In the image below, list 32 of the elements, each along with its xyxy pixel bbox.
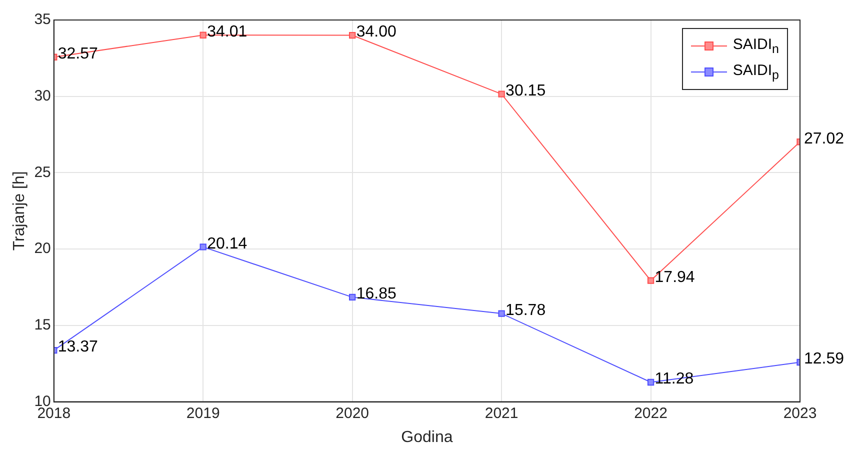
x-axis-title: Godina	[401, 428, 453, 446]
legend-label: SAIDI$_{p}$	[732, 62, 779, 82]
point	[349, 294, 356, 301]
data-label: 12.59	[804, 350, 844, 368]
x-tick-label: 2020	[336, 404, 370, 422]
data-label: 13.37	[58, 338, 98, 356]
x-tick-label: 2023	[783, 404, 817, 422]
y-tick-label: 30	[34, 88, 51, 104]
x-tick-label: 2019	[186, 404, 220, 422]
y-tick-label: 35	[34, 11, 51, 28]
point	[200, 244, 206, 250]
y-tick-label: 25	[34, 164, 51, 181]
legend-label: SAIDI$_{n}$	[732, 36, 779, 56]
y-tick-label: 20	[34, 240, 51, 258]
data-label: 17.94	[654, 268, 695, 286]
point	[647, 277, 654, 284]
point	[647, 378, 654, 386]
point	[200, 32, 206, 38]
x-tick-label: 2021	[484, 404, 518, 422]
point	[498, 310, 505, 317]
data-label: 30.15	[506, 82, 546, 100]
point	[498, 90, 505, 98]
x-tick-label: 2022	[634, 404, 668, 422]
data-label: 27.02	[804, 130, 844, 148]
x-tick-label: 2018	[37, 404, 71, 422]
data-label: 16.85	[356, 286, 396, 303]
y-tick-label: 15	[34, 316, 51, 334]
y-axis-title: Trajanje [h]	[11, 171, 28, 251]
data-label: 15.78	[506, 302, 546, 319]
data-label: 20.14	[207, 235, 248, 252]
data-label: 34.00	[356, 24, 396, 41]
point	[349, 32, 356, 39]
